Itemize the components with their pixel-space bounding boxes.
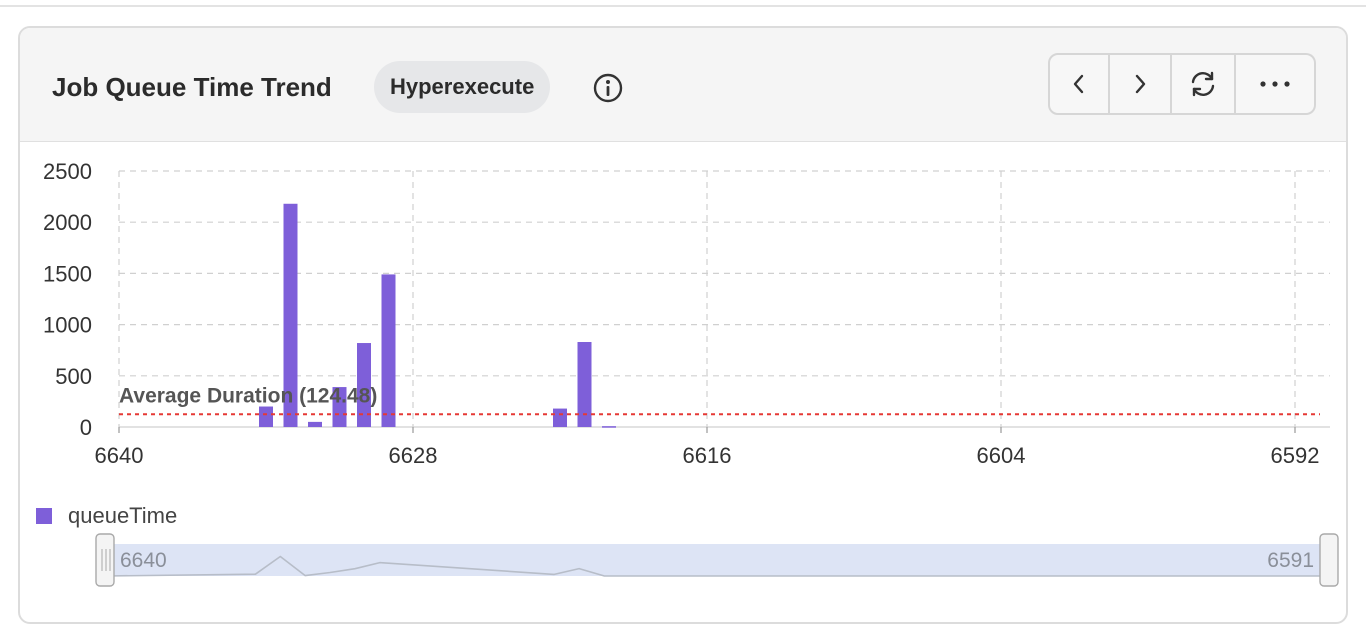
more-horizontal-icon — [1260, 81, 1290, 87]
queue-time-card: Job Queue Time Trend Hyperexecute — [18, 26, 1348, 624]
zoom-end-handle[interactable] — [1319, 533, 1339, 587]
legend-label-queuetime[interactable]: queueTime — [68, 503, 178, 528]
info-circle-icon[interactable] — [592, 72, 624, 104]
previous-button[interactable] — [1048, 53, 1110, 115]
y-tick-label: 0 — [80, 415, 92, 440]
x-tick-label: 6604 — [977, 443, 1026, 468]
refresh-button[interactable] — [1172, 53, 1236, 115]
chevron-right-icon — [1135, 74, 1146, 94]
y-tick-label: 1000 — [43, 313, 92, 338]
queue-time-bar — [553, 408, 567, 427]
average-duration-label: Average Duration (124.48) — [119, 384, 377, 407]
legend-swatch-queuetime[interactable] — [36, 508, 52, 524]
queue-time-bar — [259, 406, 273, 427]
chevron-left-icon — [1073, 74, 1084, 94]
card-toolbar — [1048, 53, 1316, 115]
y-tick-label: 1500 — [43, 261, 92, 286]
queue-time-bar — [381, 274, 396, 427]
queue-time-bar — [283, 203, 298, 427]
x-tick-label: 6592 — [1271, 443, 1320, 468]
zoom-start-handle[interactable] — [95, 533, 115, 587]
zoom-window — [106, 544, 1326, 576]
zoom-data-shadow — [105, 555, 1326, 577]
x-tick-label: 6640 — [95, 443, 144, 468]
y-tick-label: 2000 — [43, 210, 92, 235]
y-tick-label: 500 — [55, 364, 92, 389]
card-title: Job Queue Time Trend — [52, 72, 332, 102]
queue-time-bar — [332, 387, 347, 427]
top-divider — [0, 5, 1366, 7]
card-header: Job Queue Time Trend Hyperexecute — [20, 28, 1346, 142]
zoom-start-label: 6640 — [120, 549, 167, 572]
x-tick-label: 6616 — [683, 443, 732, 468]
queue-time-bar — [577, 342, 592, 427]
refresh-icon — [1191, 71, 1215, 97]
hyperexecute-badge[interactable]: Hyperexecute — [374, 61, 551, 113]
queue-time-bar — [308, 421, 322, 427]
queue-time-bar — [357, 343, 371, 427]
queue-time-bar — [602, 426, 616, 428]
y-tick-label: 2500 — [43, 159, 92, 184]
more-options-button[interactable] — [1236, 53, 1316, 115]
x-tick-label: 6628 — [389, 443, 438, 468]
next-button[interactable] — [1110, 53, 1172, 115]
queue-time-chart: Average Duration (124.48) 0 500 1000 1500 20… — [43, 159, 1339, 587]
zoom-end-label: 6591 — [1267, 549, 1314, 572]
